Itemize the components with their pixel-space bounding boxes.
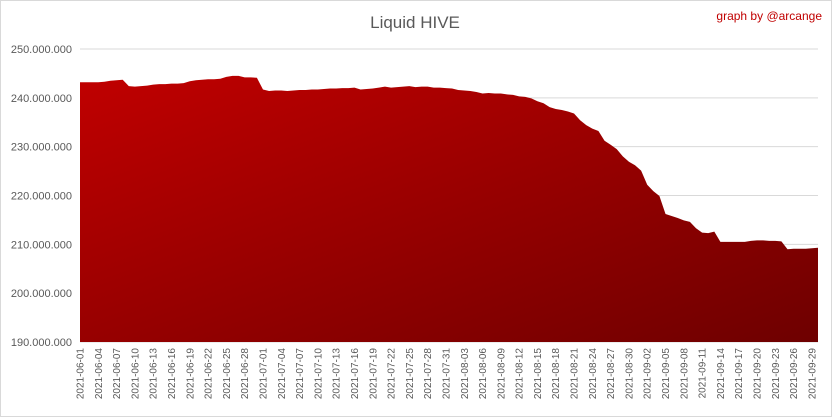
x-tick-label: 2021-07-16 [350, 348, 361, 400]
x-tick-label: 2021-08-06 [478, 348, 489, 400]
x-tick-label: 2021-09-11 [698, 348, 709, 399]
x-tick-label: 2021-06-07 [112, 348, 123, 400]
x-tick-label: 2021-08-12 [515, 348, 526, 400]
x-tick-label: 2021-07-04 [277, 348, 288, 400]
x-tick-label: 2021-06-25 [222, 348, 233, 400]
y-tick-label: 220.000.000 [11, 191, 72, 203]
x-tick-label: 2021-08-03 [460, 348, 471, 400]
x-tick-label: 2021-06-13 [149, 348, 160, 400]
chart-title: Liquid HIVE [370, 13, 460, 32]
x-tick-label: 2021-09-08 [679, 348, 690, 400]
x-tick-label: 2021-06-22 [204, 348, 215, 400]
x-tick-label: 2021-07-01 [258, 348, 269, 400]
x-tick-label: 2021-08-15 [533, 348, 544, 400]
liquid-hive-area [80, 75, 818, 343]
x-tick-label: 2021-06-10 [130, 348, 141, 400]
x-tick-label: 2021-07-31 [441, 348, 452, 400]
x-tick-label: 2021-07-07 [295, 348, 306, 400]
y-tick-label: 240.000.000 [11, 93, 72, 105]
x-tick-label: 2021-08-30 [624, 348, 635, 400]
x-tick-label: 2021-08-24 [588, 348, 599, 400]
y-tick-label: 230.000.000 [11, 142, 72, 154]
x-tick-label: 2021-09-20 [753, 348, 764, 400]
x-tick-label: 2021-06-19 [185, 348, 196, 400]
y-tick-label: 190.000.000 [11, 337, 72, 349]
chart-credit: graph by @arcange [716, 9, 822, 23]
x-tick-label: 2021-06-16 [167, 348, 178, 400]
x-tick-label: 2021-09-02 [643, 348, 654, 400]
y-tick-label: 250.000.000 [11, 44, 72, 56]
x-tick-label: 2021-06-01 [76, 348, 87, 400]
x-tick-label: 2021-09-23 [771, 348, 782, 400]
series-area-layer [80, 75, 818, 343]
x-tick-label: 2021-09-14 [716, 348, 727, 400]
x-tick-label: 2021-09-17 [734, 348, 745, 400]
x-tick-label: 2021-09-26 [789, 348, 800, 400]
x-tick-label: 2021-08-09 [496, 348, 507, 400]
x-tick-label: 2021-08-27 [606, 348, 617, 400]
x-tick-label: 2021-07-28 [423, 348, 434, 400]
x-tick-label: 2021-09-29 [807, 348, 818, 400]
y-tick-label: 210.000.000 [11, 239, 72, 251]
x-tick-label: 2021-07-25 [405, 348, 416, 400]
y-tick-label: 200.000.000 [11, 288, 72, 300]
x-tick-label: 2021-06-28 [240, 348, 251, 400]
x-tick-label: 2021-07-13 [332, 348, 343, 400]
x-tick-label: 2021-08-21 [570, 348, 581, 400]
y-axis-ticks: 190.000.000 200.000.000 210.000.000 220.000… [11, 44, 72, 349]
x-tick-label: 2021-07-10 [313, 348, 324, 400]
x-axis-ticks: 2021-06-01 2021-06-04 2021-06-07 2021-06-10… [76, 348, 819, 400]
x-tick-label: 2021-09-05 [661, 348, 672, 400]
x-tick-label: 2021-08-18 [551, 348, 562, 400]
x-tick-label: 2021-07-19 [368, 348, 379, 400]
x-tick-label: 2021-06-04 [94, 348, 105, 400]
x-tick-label: 2021-07-22 [387, 348, 398, 400]
